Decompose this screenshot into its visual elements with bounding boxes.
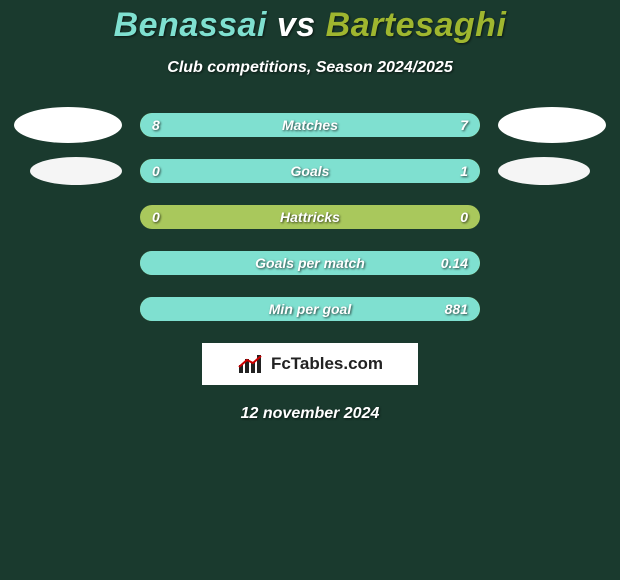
title-vs: vs — [277, 6, 316, 44]
bar-value-right: 7 — [460, 117, 468, 133]
stat-bar: 0.14 Goals per match — [140, 251, 480, 275]
team-logo-left — [30, 157, 122, 185]
stat-row: 0 1 Goals — [0, 159, 620, 183]
bar-label: Hattricks — [280, 209, 340, 225]
brand-text: FcTables.com — [271, 354, 383, 374]
logo-spacer — [14, 245, 122, 281]
bar-label: Goals — [291, 163, 330, 179]
bar-fill-right — [208, 159, 480, 183]
stat-row: 8 7 Matches — [0, 113, 620, 137]
bar-value-right: 1 — [460, 163, 468, 179]
bar-value-left: 0 — [152, 163, 160, 179]
bar-label: Matches — [282, 117, 338, 133]
title-left: Benassai — [114, 6, 267, 44]
stat-bar: 881 Min per goal — [140, 297, 480, 321]
stat-row: 0.14 Goals per match — [0, 251, 620, 275]
stat-row: 881 Min per goal — [0, 297, 620, 321]
team-logo-right — [498, 107, 606, 143]
subtitle: Club competitions, Season 2024/2025 — [0, 59, 620, 77]
logo-spacer — [14, 291, 122, 327]
team-logo-left — [14, 107, 122, 143]
team-logo-right — [498, 157, 590, 185]
logo-spacer — [14, 199, 122, 235]
logo-spacer — [498, 291, 606, 327]
title-right: Bartesaghi — [326, 6, 507, 44]
bar-chart-icon — [237, 353, 265, 375]
brand-box: FcTables.com — [202, 343, 418, 385]
stat-bar: 0 0 Hattricks — [140, 205, 480, 229]
bar-label: Min per goal — [269, 301, 351, 317]
bar-label: Goals per match — [255, 255, 365, 271]
stat-bar: 0 1 Goals — [140, 159, 480, 183]
bar-value-left: 0 — [152, 209, 160, 225]
bar-fill-right — [320, 113, 480, 137]
date: 12 november 2024 — [0, 405, 620, 423]
bar-value-right: 0.14 — [441, 255, 468, 271]
page-title: Benassai vs Bartesaghi — [0, 0, 620, 45]
bar-value-right: 0 — [460, 209, 468, 225]
bar-value-left: 8 — [152, 117, 160, 133]
logo-spacer — [498, 245, 606, 281]
logo-spacer — [498, 199, 606, 235]
stat-row: 0 0 Hattricks — [0, 205, 620, 229]
stat-bar: 8 7 Matches — [140, 113, 480, 137]
bar-fill-left — [140, 159, 208, 183]
stats-rows: 8 7 Matches 0 1 Goals 0 0 Hattricks 0.14 Goals per… — [0, 113, 620, 321]
bar-value-right: 881 — [445, 301, 468, 317]
